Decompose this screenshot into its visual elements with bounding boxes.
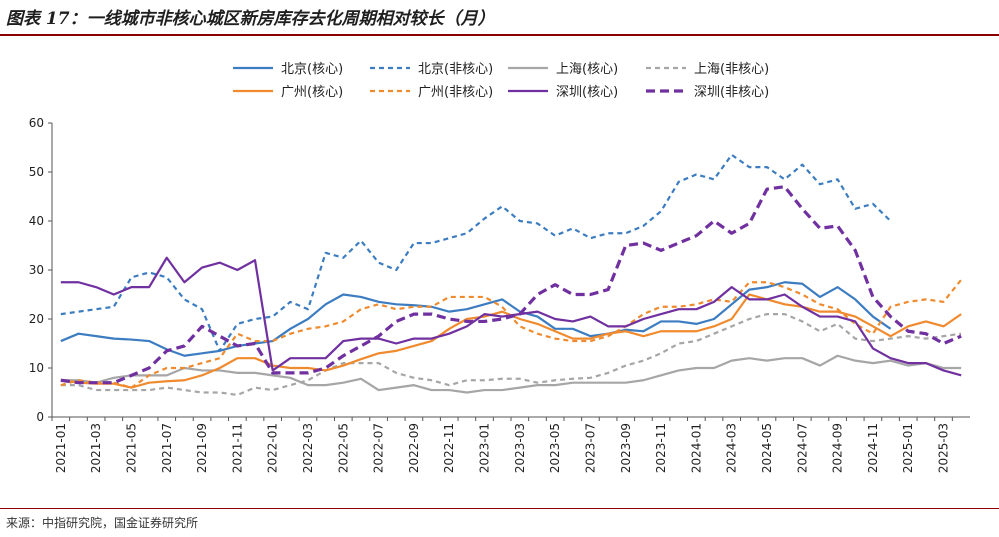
- x-tick-label: 2023-05: [548, 423, 562, 473]
- series-line-2: [60, 354, 962, 394]
- chart-legend: 北京(核心) 北京(非核心) 上海(核心) 上海(非核心) 广州(核心) 广州(非核心) 深…: [233, 62, 769, 100]
- series-line-5: [60, 279, 963, 389]
- x-tick-label: 2023-09: [619, 423, 633, 473]
- x-tick-label: 2022-01: [266, 423, 280, 473]
- legend-label-2: 上海(核心): [556, 62, 618, 77]
- x-tick-label: 2021-07: [160, 423, 174, 473]
- x-tick-label: 2021-01: [54, 423, 68, 473]
- x-tick-label: 2021-03: [89, 423, 103, 473]
- x-tick-label: 2022-07: [372, 423, 386, 473]
- x-tick-label: 2023-03: [513, 423, 527, 473]
- legend-label-1: 北京(非核心): [418, 62, 493, 77]
- y-axis: 0 10 20 30 40 50 60: [29, 116, 53, 424]
- x-tick-label: 2022-03: [301, 423, 315, 473]
- x-tick-label: 2021-11: [230, 423, 244, 473]
- y-tick-label: 0: [36, 410, 44, 424]
- series-line-3: [60, 313, 962, 397]
- x-axis: 2021-01 2021-03 2021-05 2021-07 2021-09 2021-…: [51, 416, 970, 473]
- y-tick-label: 20: [29, 312, 44, 326]
- x-tick-label: 2022-05: [336, 423, 350, 473]
- x-tick-label: 2024-05: [760, 423, 774, 473]
- legend-label-5: 广州(非核心): [418, 85, 493, 100]
- x-tick-label: 2022-11: [442, 423, 456, 473]
- y-tick-label: 50: [29, 165, 44, 179]
- x-tick-label: 2025-03: [937, 423, 951, 473]
- legend-label-0: 北京(核心): [281, 62, 343, 77]
- x-tick-label: 2025-01: [901, 423, 915, 473]
- series-line-0: [60, 281, 892, 357]
- y-tick-label: 30: [29, 263, 44, 277]
- y-tick-label: 40: [29, 214, 44, 228]
- legend-label-7: 深圳(非核心): [694, 85, 769, 100]
- x-tick-label: 2023-07: [583, 423, 597, 473]
- x-tick-label: 2023-01: [478, 423, 492, 473]
- legend-label-3: 上海(非核心): [694, 62, 769, 77]
- chart-title: 图表 17：一线城市非核心城区新房库存去化周期相对较长（月）: [6, 9, 495, 29]
- x-tick-label: 2024-07: [795, 423, 809, 473]
- x-tick-label: 2024-03: [725, 423, 739, 473]
- title-divider: [0, 34, 999, 36]
- x-tick-label: 2024-09: [831, 423, 845, 473]
- source-divider: [0, 508, 999, 509]
- x-tick-label: 2024-01: [689, 423, 703, 473]
- legend-label-6: 深圳(核心): [556, 85, 618, 100]
- y-tick-label: 10: [29, 361, 44, 375]
- plot-area: [60, 153, 963, 397]
- y-tick-label: 60: [29, 116, 44, 130]
- series-line-7: [60, 185, 962, 385]
- legend-label-4: 广州(核心): [281, 85, 343, 100]
- x-tick-label: 2023-11: [654, 423, 668, 473]
- source-note: 来源：中指研究院，国金证券研究所: [6, 516, 199, 530]
- x-tick-label: 2022-09: [407, 423, 421, 473]
- series-line-4: [60, 293, 962, 389]
- x-tick-label: 2021-09: [195, 423, 209, 473]
- x-tick-label: 2024-11: [866, 423, 880, 473]
- x-tick-label: 2021-05: [124, 423, 138, 473]
